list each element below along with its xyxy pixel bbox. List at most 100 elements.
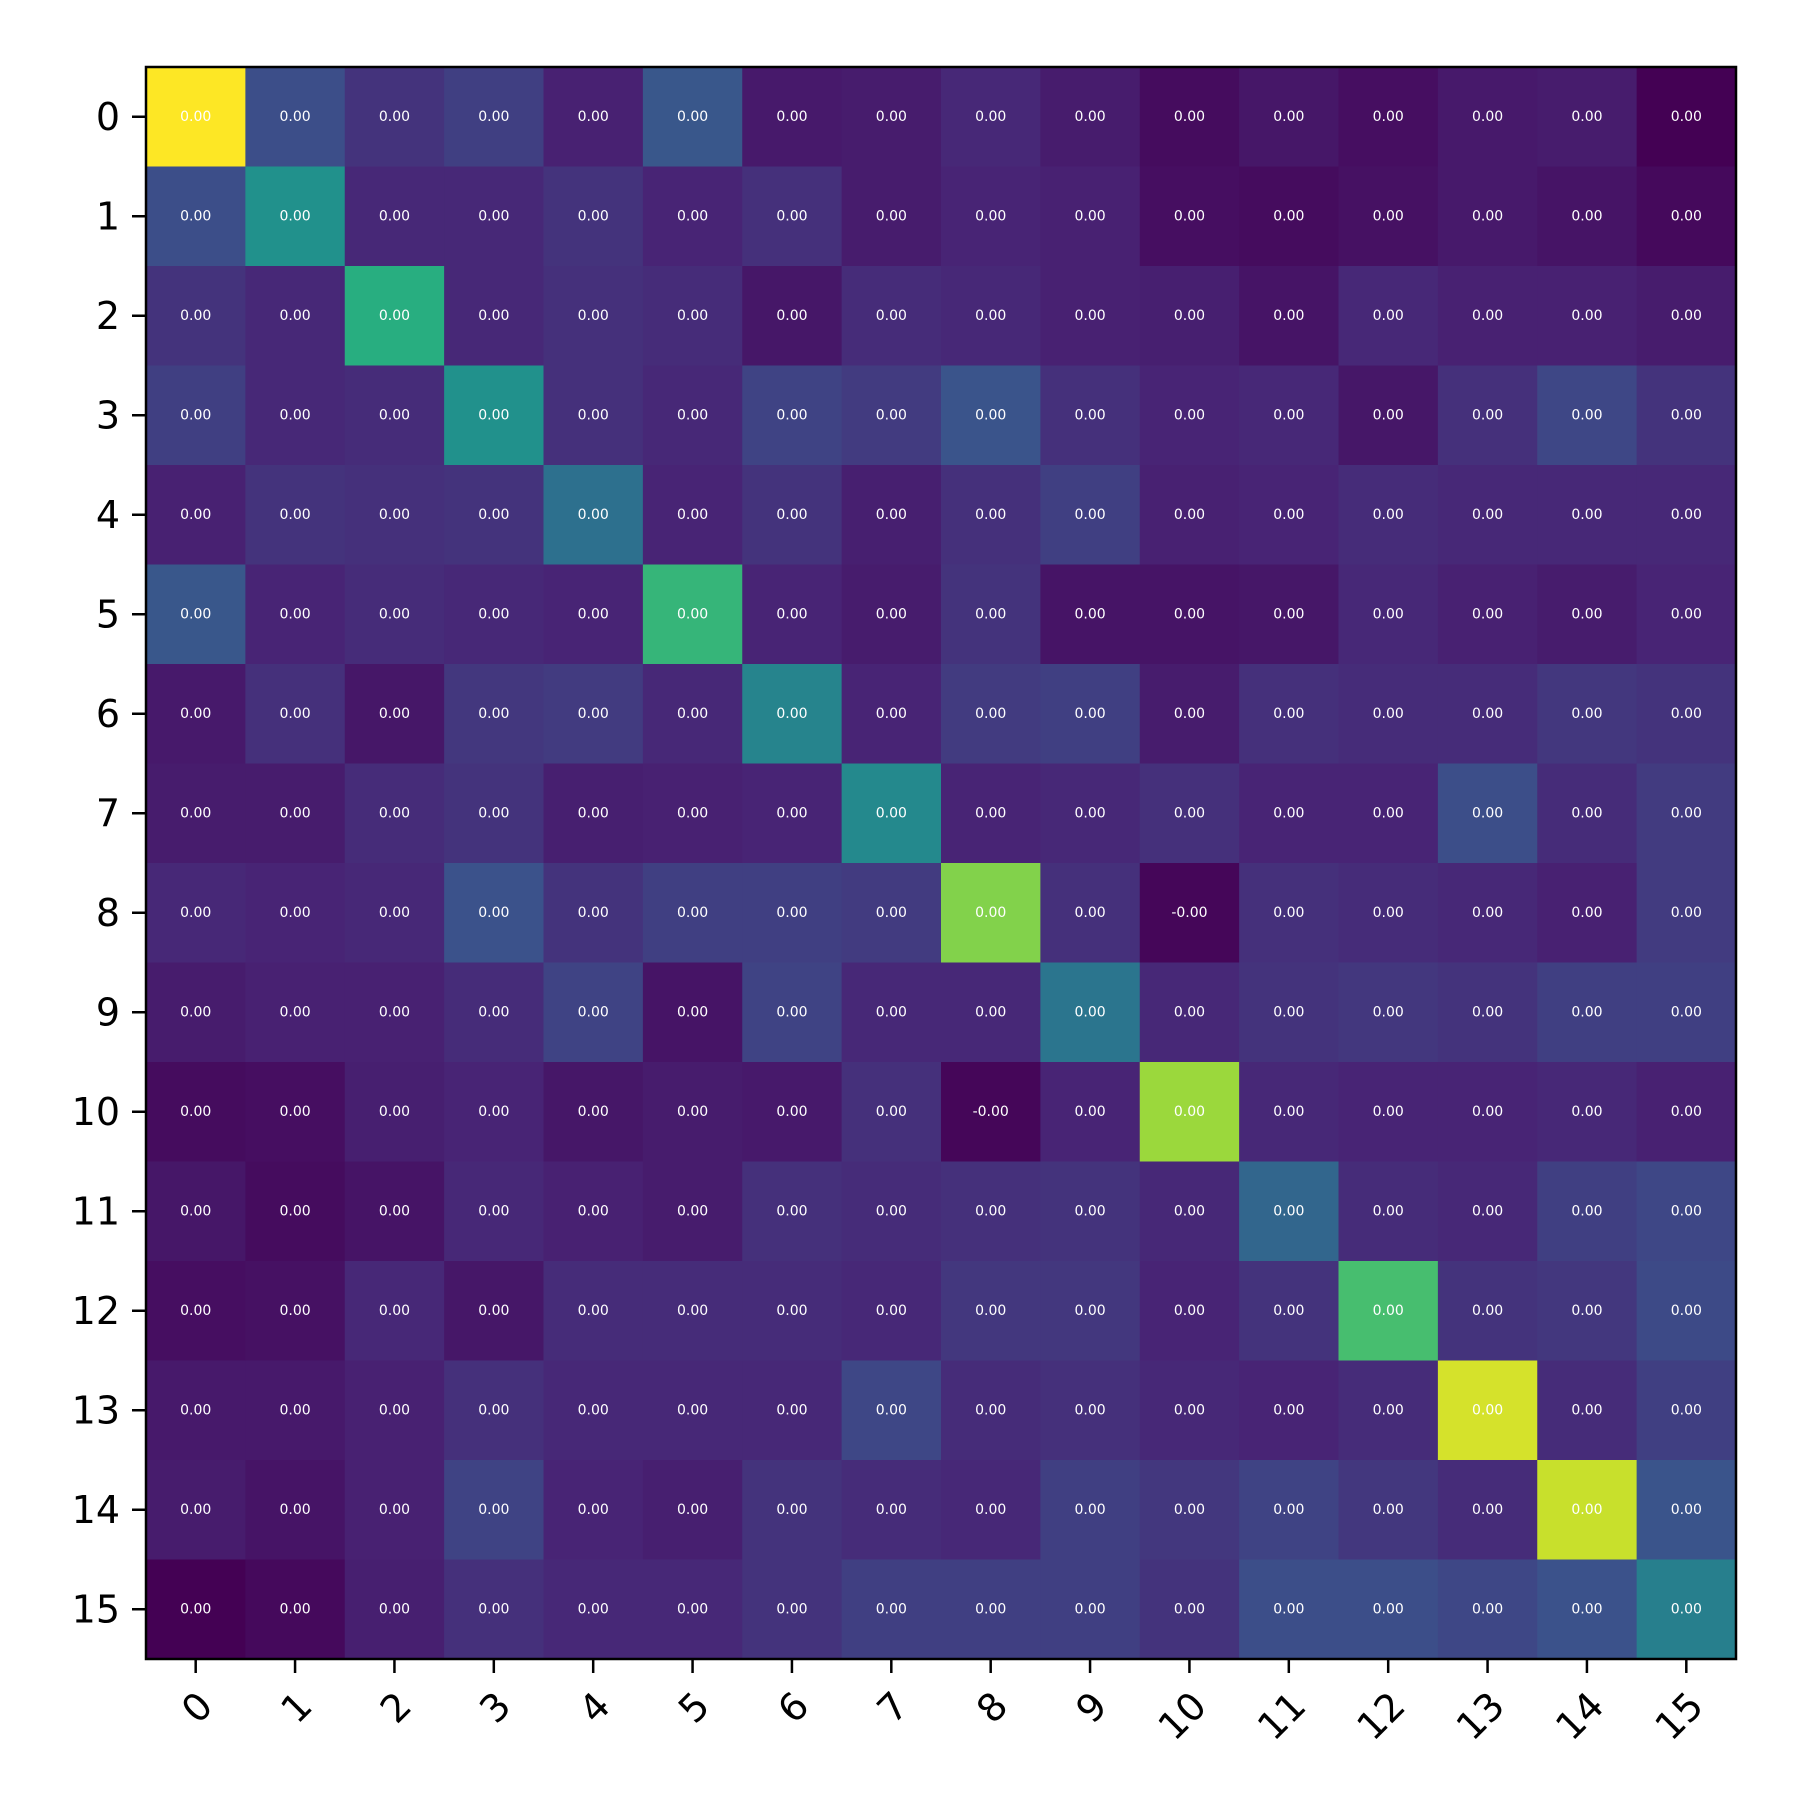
cell-value-label: 0.00 (1373, 706, 1404, 722)
heatmap-cell (742, 465, 843, 566)
cell-value-label: 0.00 (1174, 706, 1205, 722)
heatmap-cell (1139, 1062, 1240, 1163)
cell-value-label: 0.00 (975, 507, 1006, 523)
heatmap-cell (444, 1261, 545, 1362)
heatmap-cell (1636, 465, 1737, 566)
cell-value-label: 0.00 (578, 1402, 609, 1418)
cell-value-label: 0.00 (1472, 308, 1503, 324)
cell-value-label: 0.00 (975, 805, 1006, 821)
cell-value-label: 0.00 (1373, 905, 1404, 921)
cell-value-label: 0.00 (180, 407, 211, 423)
heatmap-cell (742, 1559, 843, 1660)
heatmap-cell (1437, 365, 1538, 466)
cell-value-label: 0.00 (975, 1303, 1006, 1319)
heatmap-cell (1139, 465, 1240, 566)
heatmap-cell (1437, 1360, 1538, 1461)
heatmap-cell (444, 863, 545, 964)
heatmap-cell (1437, 564, 1538, 665)
cell-value-label: 0.00 (876, 308, 907, 324)
heatmap-cell (1139, 67, 1240, 168)
heatmap-cell (742, 1460, 843, 1561)
heatmap-cell (941, 564, 1041, 665)
cell-value-label: 0.00 (578, 1502, 609, 1518)
cell-value-label: 0.00 (379, 507, 410, 523)
cell-value-label: 0.00 (677, 507, 708, 523)
heatmap-cell (1239, 365, 1340, 466)
heatmap-cell (344, 664, 445, 765)
heatmap-cell (1636, 863, 1737, 964)
heatmap-cell (1139, 1559, 1240, 1660)
cell-value-label: 0.00 (1472, 507, 1503, 523)
cell-value-label: 0.00 (776, 905, 807, 921)
cell-value-label: 0.00 (677, 905, 708, 921)
cell-value-label: 0.00 (876, 1303, 907, 1319)
heatmap-cell (543, 763, 644, 864)
cell-value-label: 0.00 (975, 1502, 1006, 1518)
cell-value-label: 0.00 (677, 1601, 708, 1617)
heatmap-cell (841, 266, 942, 367)
cell-value-label: 0.00 (180, 1502, 211, 1518)
heatmap-cell (245, 1261, 346, 1362)
cell-value-label: 0.00 (1074, 1104, 1105, 1120)
heatmap-cell (543, 266, 644, 367)
cell-value-label: 0.00 (1671, 507, 1702, 523)
cell-value-label: 0.00 (975, 1601, 1006, 1617)
cell-value-label: 0.00 (1571, 905, 1602, 921)
heatmap-cell (1040, 962, 1141, 1063)
cell-value-label: 0.00 (975, 1203, 1006, 1219)
heatmap-cell (1139, 664, 1240, 765)
y-tick-label: 5 (96, 592, 120, 636)
heatmap-cell (1239, 1062, 1340, 1163)
heatmap-cell (245, 465, 346, 566)
heatmap-cell (841, 763, 942, 864)
heatmap-cell (941, 465, 1041, 566)
heatmap-cell (642, 67, 743, 168)
cell-value-label: 0.00 (975, 1402, 1006, 1418)
cell-value-label: 0.00 (776, 308, 807, 324)
cell-value-label: 0.00 (876, 606, 907, 622)
heatmap-cell (245, 266, 346, 367)
heatmap-cell (344, 67, 445, 168)
heatmap-cell (742, 962, 843, 1063)
heatmap-cell (841, 1360, 942, 1461)
heatmap-cell (742, 166, 843, 267)
cell-value-label: 0.00 (1074, 1004, 1105, 1020)
heatmap-cell (642, 465, 743, 566)
cell-value-label: 0.00 (975, 706, 1006, 722)
cell-value-label: 0.00 (677, 1502, 708, 1518)
heatmap-cell (1338, 266, 1439, 367)
heatmap-cell (941, 1261, 1041, 1362)
x-tick-label: 10 (1150, 1683, 1215, 1748)
cell-value-label: 0.00 (1174, 109, 1205, 125)
heatmap-cell (543, 1062, 644, 1163)
cell-value-label: 0.00 (279, 805, 310, 821)
heatmap-cell (1437, 863, 1538, 964)
heatmap-cell (543, 962, 644, 1063)
x-tick-label: 14 (1547, 1683, 1612, 1748)
cell-value-label: 0.00 (776, 1004, 807, 1020)
heatmap-cell (1537, 1161, 1638, 1262)
cell-value-label: 0.00 (1373, 1004, 1404, 1020)
heatmap-cell (1537, 1559, 1638, 1660)
heatmap-cell (1040, 564, 1141, 665)
cell-value-label: 0.00 (379, 1502, 410, 1518)
cell-value-label: 0.00 (1174, 208, 1205, 224)
heatmap-cell (444, 166, 545, 267)
heatmap-cell (1239, 863, 1340, 964)
cell-value-label: 0.00 (1671, 1104, 1702, 1120)
cell-value-label: 0.00 (1174, 1502, 1205, 1518)
cell-value-label: 0.00 (279, 208, 310, 224)
heatmap-cell (146, 1161, 246, 1262)
heatmap-cell (1338, 67, 1439, 168)
heatmap-cell (1040, 1559, 1141, 1660)
cell-value-label: 0.00 (180, 507, 211, 523)
heatmap-cell (841, 863, 942, 964)
cell-value-label: 0.00 (1273, 1004, 1304, 1020)
heatmap-cell (1537, 365, 1638, 466)
cell-value-label: 0.00 (279, 1004, 310, 1020)
cell-value-label: 0.00 (180, 1402, 211, 1418)
cell-value-label: 0.00 (180, 308, 211, 324)
cell-value-label: 0.00 (1671, 706, 1702, 722)
heatmap-cell (146, 863, 246, 964)
heatmap-cell (841, 1062, 942, 1163)
